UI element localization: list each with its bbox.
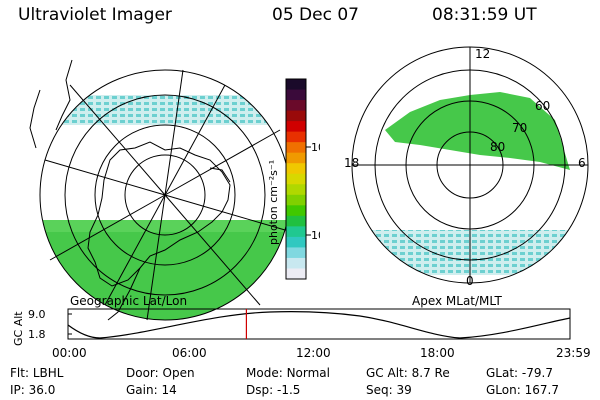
glat-value: -79.7 <box>521 366 553 380</box>
right-panel-caption: Apex MLat/MLT <box>412 294 502 308</box>
mode-value: Normal <box>286 366 330 380</box>
instrument-title: Ultraviolet Imager <box>18 5 172 25</box>
altitude-plot: GC Alt 9.0 1.8 <box>12 308 571 346</box>
mode-label: Mode: <box>246 366 283 380</box>
glat-field: GLat: -79.7 <box>486 366 553 380</box>
altitude-curve <box>67 311 571 339</box>
colorbar-segment <box>286 194 306 206</box>
mlt-18-label: 18 <box>344 156 359 170</box>
flt-label: Flt: <box>10 366 29 380</box>
ip-field: IP: 36.0 <box>10 383 55 397</box>
xtick-1800: 18:00 <box>420 346 455 360</box>
colorbar-segment <box>286 226 306 238</box>
mlat-70-label: 70 <box>512 121 527 135</box>
colorbar-segment <box>286 205 306 217</box>
glon-value: 167.7 <box>524 383 559 397</box>
seq-field: Seq: 39 <box>366 383 412 397</box>
glon-label: GLon: <box>486 383 521 397</box>
colorbar-segment <box>286 257 306 269</box>
xtick-2359: 23:59 <box>556 346 591 360</box>
flt-value: LBHL <box>32 366 64 380</box>
mlt-12-label: 12 <box>475 47 490 61</box>
gcalt-field: GC Alt: 8.7 Re <box>366 366 450 380</box>
colorbar-segment <box>286 236 306 248</box>
gain-value: 14 <box>161 383 177 397</box>
gain-field: Gain: 14 <box>126 383 177 397</box>
colorbar-segment <box>286 173 306 185</box>
colorbar-segment <box>286 163 306 175</box>
colorbar-unit-label: photon cm⁻²s⁻¹ <box>267 160 280 245</box>
dsp-field: Dsp: -1.5 <box>246 383 300 397</box>
time-label: 08:31:59 UT <box>432 5 537 25</box>
gcalt-label: GC Alt: <box>366 366 408 380</box>
mode-field: Mode: Normal <box>246 366 330 380</box>
xtick-1200: 12:00 <box>296 346 331 360</box>
door-label: Door: <box>126 366 159 380</box>
dsp-value: -1.5 <box>276 383 301 397</box>
dsp-label: Dsp: <box>246 383 274 397</box>
altitude-ylabel: GC Alt <box>12 311 25 346</box>
aurora-oval-right <box>385 92 570 170</box>
colorbar-segment <box>286 100 306 112</box>
ip-label: IP: <box>10 383 25 397</box>
colorbar-tick-10: 10 <box>311 229 320 242</box>
glat-label: GLat: <box>486 366 519 380</box>
colorbar-segment <box>286 79 306 91</box>
xtick-0600: 06:00 <box>172 346 207 360</box>
door-field: Door: Open <box>126 366 195 380</box>
mlat-80-label: 80 <box>490 140 505 154</box>
colorbar-segment <box>286 110 306 122</box>
mlat-60-label: 60 <box>535 99 550 113</box>
seq-label: Seq: <box>366 383 393 397</box>
coastlines <box>29 59 231 321</box>
colorbar-segment <box>286 121 306 133</box>
xtick-0000: 00:00 <box>52 346 87 360</box>
flt-field: Flt: LBHL <box>10 366 63 380</box>
altitude-ytick-top: 9.0 <box>28 308 46 321</box>
colorbar-segment <box>286 152 306 164</box>
colorbar-segment <box>286 142 306 154</box>
door-value: Open <box>162 366 195 380</box>
gain-label: Gain: <box>126 383 158 397</box>
mlt-6-label: 6 <box>578 156 586 170</box>
colorbar-segment <box>286 89 306 101</box>
ip-value: 36.0 <box>28 383 56 397</box>
colorbar-segment <box>286 247 306 259</box>
date-label: 05 Dec 07 <box>272 5 359 25</box>
colorbar-tick-100: 100 <box>311 141 320 154</box>
colorbar: 100 10 photon cm⁻²s⁻¹ <box>267 78 320 280</box>
seq-value: 39 <box>396 383 412 397</box>
altitude-ytick-bottom: 1.8 <box>28 328 46 341</box>
left-panel-caption: Geographic Lat/Lon <box>70 294 188 308</box>
mlt-0-label: 0 <box>466 274 474 288</box>
gcalt-value: 8.7 Re <box>411 366 450 380</box>
colorbar-segment <box>286 215 306 227</box>
colorbar-segment <box>286 184 306 196</box>
colorbar-segment <box>286 131 306 143</box>
glon-field: GLon: 167.7 <box>486 383 559 397</box>
colorbar-segment <box>286 268 306 280</box>
